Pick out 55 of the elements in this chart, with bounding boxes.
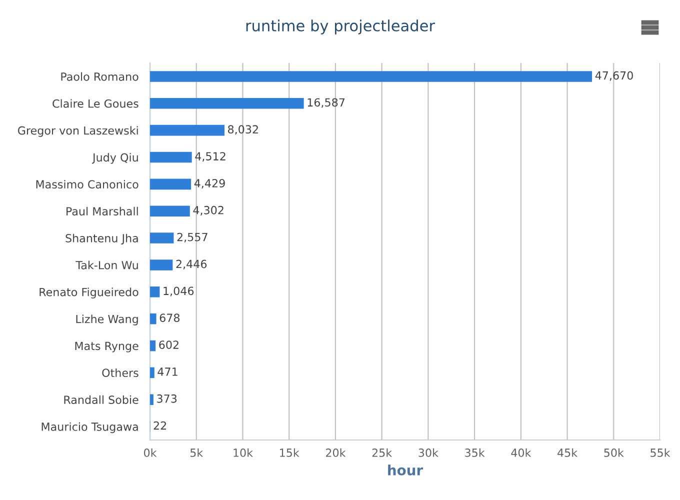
x-tick-label: 0k [144, 448, 157, 457]
bar [150, 206, 190, 216]
data-label: 22 [154, 421, 166, 430]
data-label: 2,446 [176, 260, 207, 270]
bar [150, 260, 173, 270]
bar [150, 178, 192, 190]
y-tick-label: Tak-Lon Wu [76, 260, 138, 270]
data-label: 2,557 [177, 232, 208, 242]
x-tick-label: 55k [650, 448, 670, 457]
bar [150, 394, 154, 405]
bar [150, 98, 304, 109]
data-label: 678 [160, 314, 180, 322]
data-label: 4,512 [195, 152, 226, 162]
data-label: 1,046 [164, 286, 194, 296]
y-tick-label: Lizhe Wang [76, 314, 138, 326]
bar [150, 313, 156, 324]
y-tick-label: Renato Figueiredo [40, 288, 138, 298]
data-label: 373 [157, 394, 177, 403]
y-tick-label: Paolo Romano [61, 72, 138, 81]
data-label: 47,670 [595, 71, 633, 81]
bar [150, 124, 224, 136]
data-label: 471 [158, 368, 178, 376]
chart-title: runtime by projectleader [246, 20, 436, 34]
data-label: 8,032 [228, 125, 258, 135]
data-label: 602 [159, 340, 178, 349]
y-tick-label: Judy Qiu [92, 153, 138, 164]
y-tick-label: Mauricio Tsugawa [42, 422, 138, 434]
x-tick-label: 10k [234, 448, 253, 457]
y-tick-label: Paul Marshall [66, 206, 138, 216]
y-tick-label: Mats Rynge [75, 342, 138, 352]
y-tick-label: Others [102, 368, 138, 378]
y-tick-label: Randall Sobie [64, 395, 138, 404]
x-tick-label: 35k [465, 448, 485, 457]
x-tick-label: 40k [511, 448, 532, 457]
bar [150, 367, 154, 378]
x-tick-label: 5k [190, 448, 204, 457]
x-axis-title: hour [388, 464, 424, 476]
bar [150, 71, 592, 82]
x-tick-label: 20k [326, 448, 346, 457]
bar [150, 232, 174, 244]
x-tick-label: 30k [418, 448, 438, 457]
y-tick-label: Shantenu Jha [66, 234, 138, 244]
y-tick-label: Massimo Canonico [36, 180, 138, 189]
x-tick-label: 50k [604, 448, 624, 457]
y-tick-label: Claire Le Goues [52, 99, 138, 108]
data-label: 16,587 [308, 98, 345, 108]
x-tick-label: 25k [372, 448, 392, 457]
bar [150, 152, 192, 163]
data-label: 4,302 [193, 206, 224, 216]
x-tick-label: 15k [280, 448, 300, 457]
y-tick-label: Gregor von Laszewski [18, 126, 138, 137]
bar [150, 286, 160, 298]
x-tick-label: 45k [558, 448, 578, 457]
data-label: 4,429 [194, 179, 225, 189]
bar [150, 340, 156, 352]
